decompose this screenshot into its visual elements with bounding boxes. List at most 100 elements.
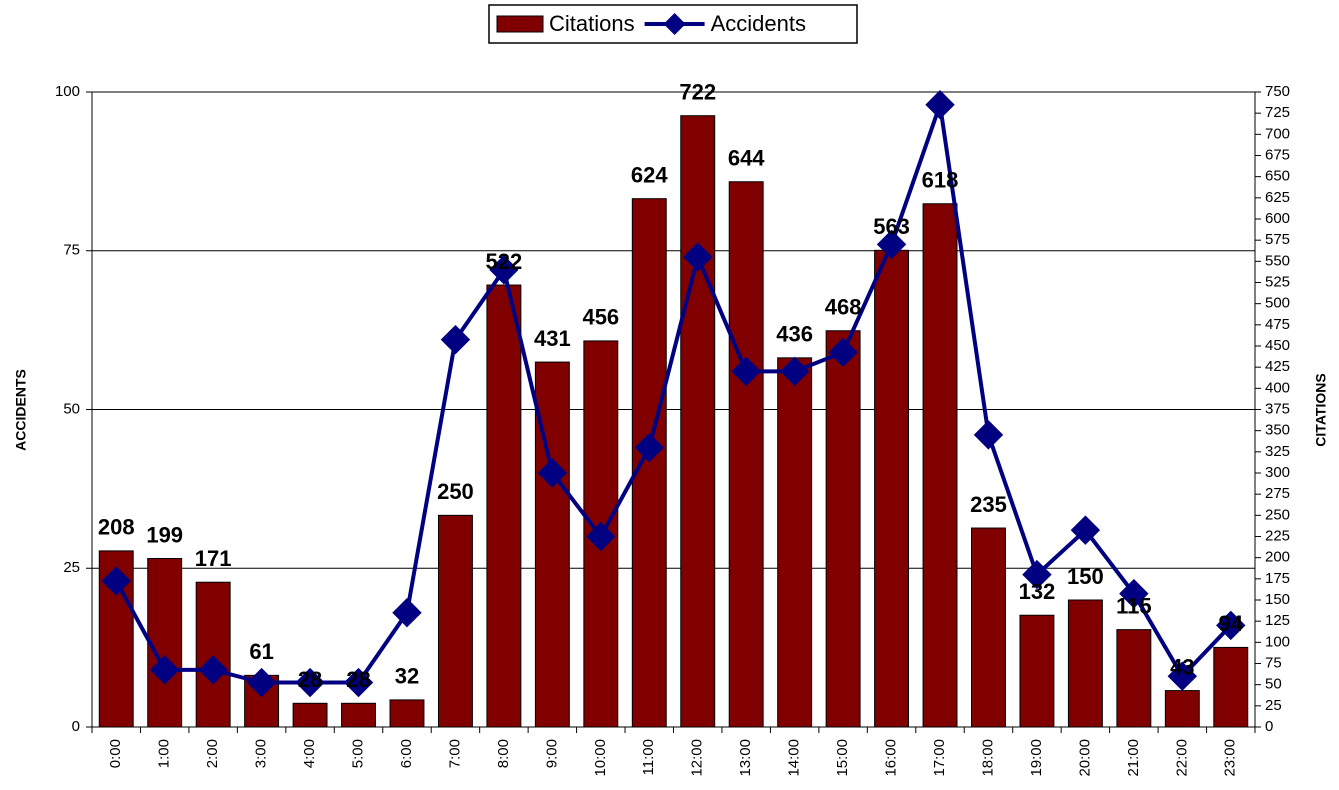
bar xyxy=(389,699,425,728)
y-tick-label: 100 xyxy=(55,83,80,100)
legend-label: Accidents xyxy=(711,11,806,36)
y2-tick-label: 200 xyxy=(1265,549,1290,566)
marker xyxy=(586,521,616,552)
x-tick-label: 22:00 xyxy=(1173,739,1190,777)
bar xyxy=(825,330,861,728)
data-label: 115 xyxy=(1116,593,1152,618)
bar xyxy=(292,702,328,728)
data-label: 644 xyxy=(728,146,765,171)
bar xyxy=(874,249,910,728)
y2-tick-label: 125 xyxy=(1265,612,1290,629)
y-axis-title: ACCIDENTS xyxy=(13,369,29,451)
data-label: 456 xyxy=(582,305,619,330)
marker xyxy=(683,242,713,272)
x-tick-label: 18:00 xyxy=(979,739,996,777)
data-label: 235 xyxy=(970,492,1007,517)
x-tick-label: 23:00 xyxy=(1222,739,1239,777)
y2-tick-label: 25 xyxy=(1265,697,1282,714)
y2-tick-label: 600 xyxy=(1265,210,1290,227)
x-tick-label: 15:00 xyxy=(834,739,851,777)
marker xyxy=(925,89,955,120)
bar xyxy=(341,702,376,728)
data-label: 28 xyxy=(346,667,370,692)
bar xyxy=(486,284,522,728)
marker xyxy=(634,432,664,463)
y2-tick-label: 475 xyxy=(1265,316,1290,333)
x-tick-label: 0:00 xyxy=(107,739,124,768)
y2-tick-label: 550 xyxy=(1265,252,1290,269)
x-tick-label: 20:00 xyxy=(1076,739,1093,777)
marker xyxy=(198,655,228,685)
y2-tick-label: 575 xyxy=(1265,231,1290,248)
y2-tick-label: 450 xyxy=(1265,337,1290,354)
y-tick-label: 0 xyxy=(72,718,80,735)
y2-tick-label: 100 xyxy=(1265,633,1290,650)
data-label: 431 xyxy=(534,326,571,351)
data-label: 250 xyxy=(437,479,474,504)
y2-tick-label: 225 xyxy=(1265,527,1290,544)
y2-tick-label: 725 xyxy=(1265,104,1290,121)
bar xyxy=(1213,646,1249,728)
bar xyxy=(777,357,813,728)
bar xyxy=(631,198,667,728)
bar xyxy=(971,527,1006,728)
y2-tick-label: 500 xyxy=(1265,295,1290,312)
y2-tick-label: 700 xyxy=(1265,125,1290,142)
y2-tick-label: 150 xyxy=(1265,591,1290,608)
marker xyxy=(440,324,471,355)
y2-tick-label: 175 xyxy=(1265,570,1290,587)
bar xyxy=(1067,599,1103,728)
x-tick-label: 1:00 xyxy=(156,739,173,768)
y-tick-label: 75 xyxy=(63,242,80,259)
legend-swatch xyxy=(496,15,544,33)
marker xyxy=(1216,610,1246,641)
data-label: 436 xyxy=(776,322,813,347)
x-tick-label: 16:00 xyxy=(883,739,900,777)
y2-tick-label: 275 xyxy=(1265,485,1290,502)
bar xyxy=(1019,614,1055,728)
y2-tick-label: 375 xyxy=(1265,400,1290,417)
y2-tick-label: 650 xyxy=(1265,168,1290,185)
marker xyxy=(876,229,907,260)
marker xyxy=(101,566,131,596)
x-tick-label: 13:00 xyxy=(737,739,754,777)
y2-tick-label: 425 xyxy=(1265,358,1290,375)
marker xyxy=(149,655,180,685)
y2-tick-label: 350 xyxy=(1265,422,1290,439)
y2-tick-label: 750 xyxy=(1265,83,1290,100)
marker xyxy=(343,667,374,698)
marker xyxy=(1167,661,1198,691)
legend-label: Citations xyxy=(549,11,635,36)
x-tick-label: 2:00 xyxy=(204,739,221,768)
data-label: 522 xyxy=(486,249,523,274)
data-label: 32 xyxy=(395,664,419,689)
bar xyxy=(1164,690,1200,728)
marker xyxy=(973,420,1004,450)
x-tick-label: 19:00 xyxy=(1028,739,1045,777)
data-label: 28 xyxy=(298,667,322,692)
y2-tick-label: 75 xyxy=(1265,654,1282,671)
legend-marker xyxy=(663,13,686,35)
bar xyxy=(922,203,958,728)
bar xyxy=(1116,629,1152,728)
data-label: 94 xyxy=(1219,611,1244,636)
x-tick-label: 10:00 xyxy=(592,739,609,777)
data-label: 563 xyxy=(873,214,910,239)
x-tick-label: 14:00 xyxy=(786,739,803,777)
y2-tick-label: 50 xyxy=(1265,676,1282,693)
data-label: 199 xyxy=(146,522,183,547)
data-label: 43 xyxy=(1170,654,1194,679)
marker xyxy=(731,356,761,387)
data-label: 618 xyxy=(922,168,959,193)
data-label: 150 xyxy=(1067,564,1104,589)
bar xyxy=(195,581,231,728)
data-label: 722 xyxy=(679,80,716,105)
data-label: 624 xyxy=(631,162,668,187)
marker xyxy=(1119,578,1149,609)
marker xyxy=(392,597,422,628)
marker xyxy=(537,458,568,488)
x-tick-label: 6:00 xyxy=(398,739,415,768)
bar xyxy=(147,558,183,728)
marker xyxy=(295,667,325,698)
